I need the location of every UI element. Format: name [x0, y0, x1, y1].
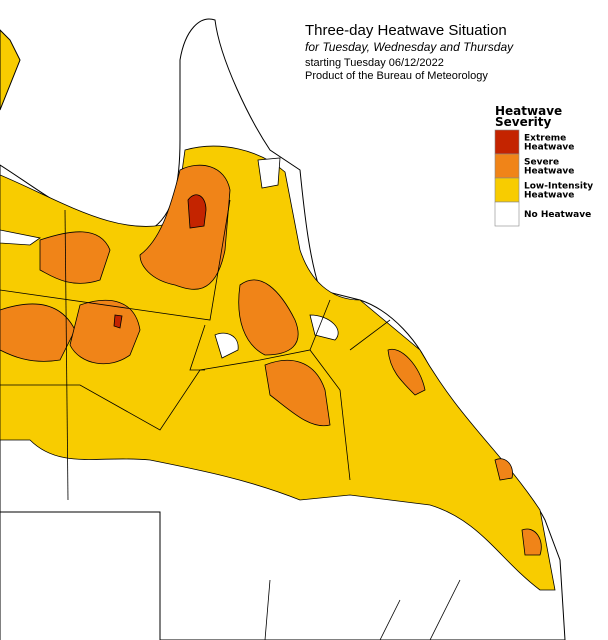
- legend-label: Heatwave: [524, 167, 574, 177]
- legend-swatch: [494, 201, 520, 227]
- no-heatwave-area: [309, 314, 339, 341]
- region-borders: [0, 199, 391, 501]
- legend-label: Severe: [524, 158, 559, 168]
- legend-title: Severity: [495, 115, 552, 129]
- legend-swatch: [494, 129, 520, 155]
- map-title: Three-day Heatwave Situation: [305, 22, 507, 39]
- map-subtitle: for Tuesday, Wednesday and Thursday: [305, 40, 514, 54]
- legend-label: Heatwave: [524, 191, 574, 201]
- land: [0, 29, 21, 111]
- no-heatwave-area: [0, 229, 41, 246]
- legend-label: Extreme: [524, 134, 566, 144]
- border: [0, 349, 351, 481]
- border: [64, 209, 69, 501]
- severe-area: [521, 528, 542, 556]
- legend-label: Heatwave: [524, 143, 574, 153]
- extreme-area: [187, 194, 207, 229]
- state-box: [0, 511, 161, 640]
- legend-swatch: [494, 177, 520, 203]
- legend-label: Low-Intensity: [524, 182, 593, 192]
- state-borders: [159, 512, 461, 640]
- severe-area: [139, 164, 231, 290]
- no-heatwave-area: [214, 332, 239, 359]
- legend-label: No Heatwave: [524, 210, 591, 220]
- map-date: starting Tuesday 06/12/2022: [305, 57, 444, 69]
- extreme-area: [113, 314, 123, 329]
- severe-area: [494, 458, 513, 481]
- severe-area: [238, 279, 299, 356]
- legend: Heatwave Severity ExtremeHeatwaveSevereH…: [494, 104, 593, 227]
- severe-area: [264, 359, 331, 427]
- severe-area: [39, 231, 111, 284]
- legend-title: Heatwave: [495, 104, 562, 118]
- no-heatwave-area: [257, 157, 281, 189]
- border: [189, 324, 206, 371]
- legend-swatch: [494, 153, 520, 179]
- severe-area: [69, 299, 141, 364]
- border: [0, 199, 231, 321]
- border: [309, 299, 331, 351]
- map-credit: Product of the Bureau of Meteorology: [305, 70, 488, 82]
- severe-area: [387, 348, 426, 396]
- border: [349, 319, 391, 351]
